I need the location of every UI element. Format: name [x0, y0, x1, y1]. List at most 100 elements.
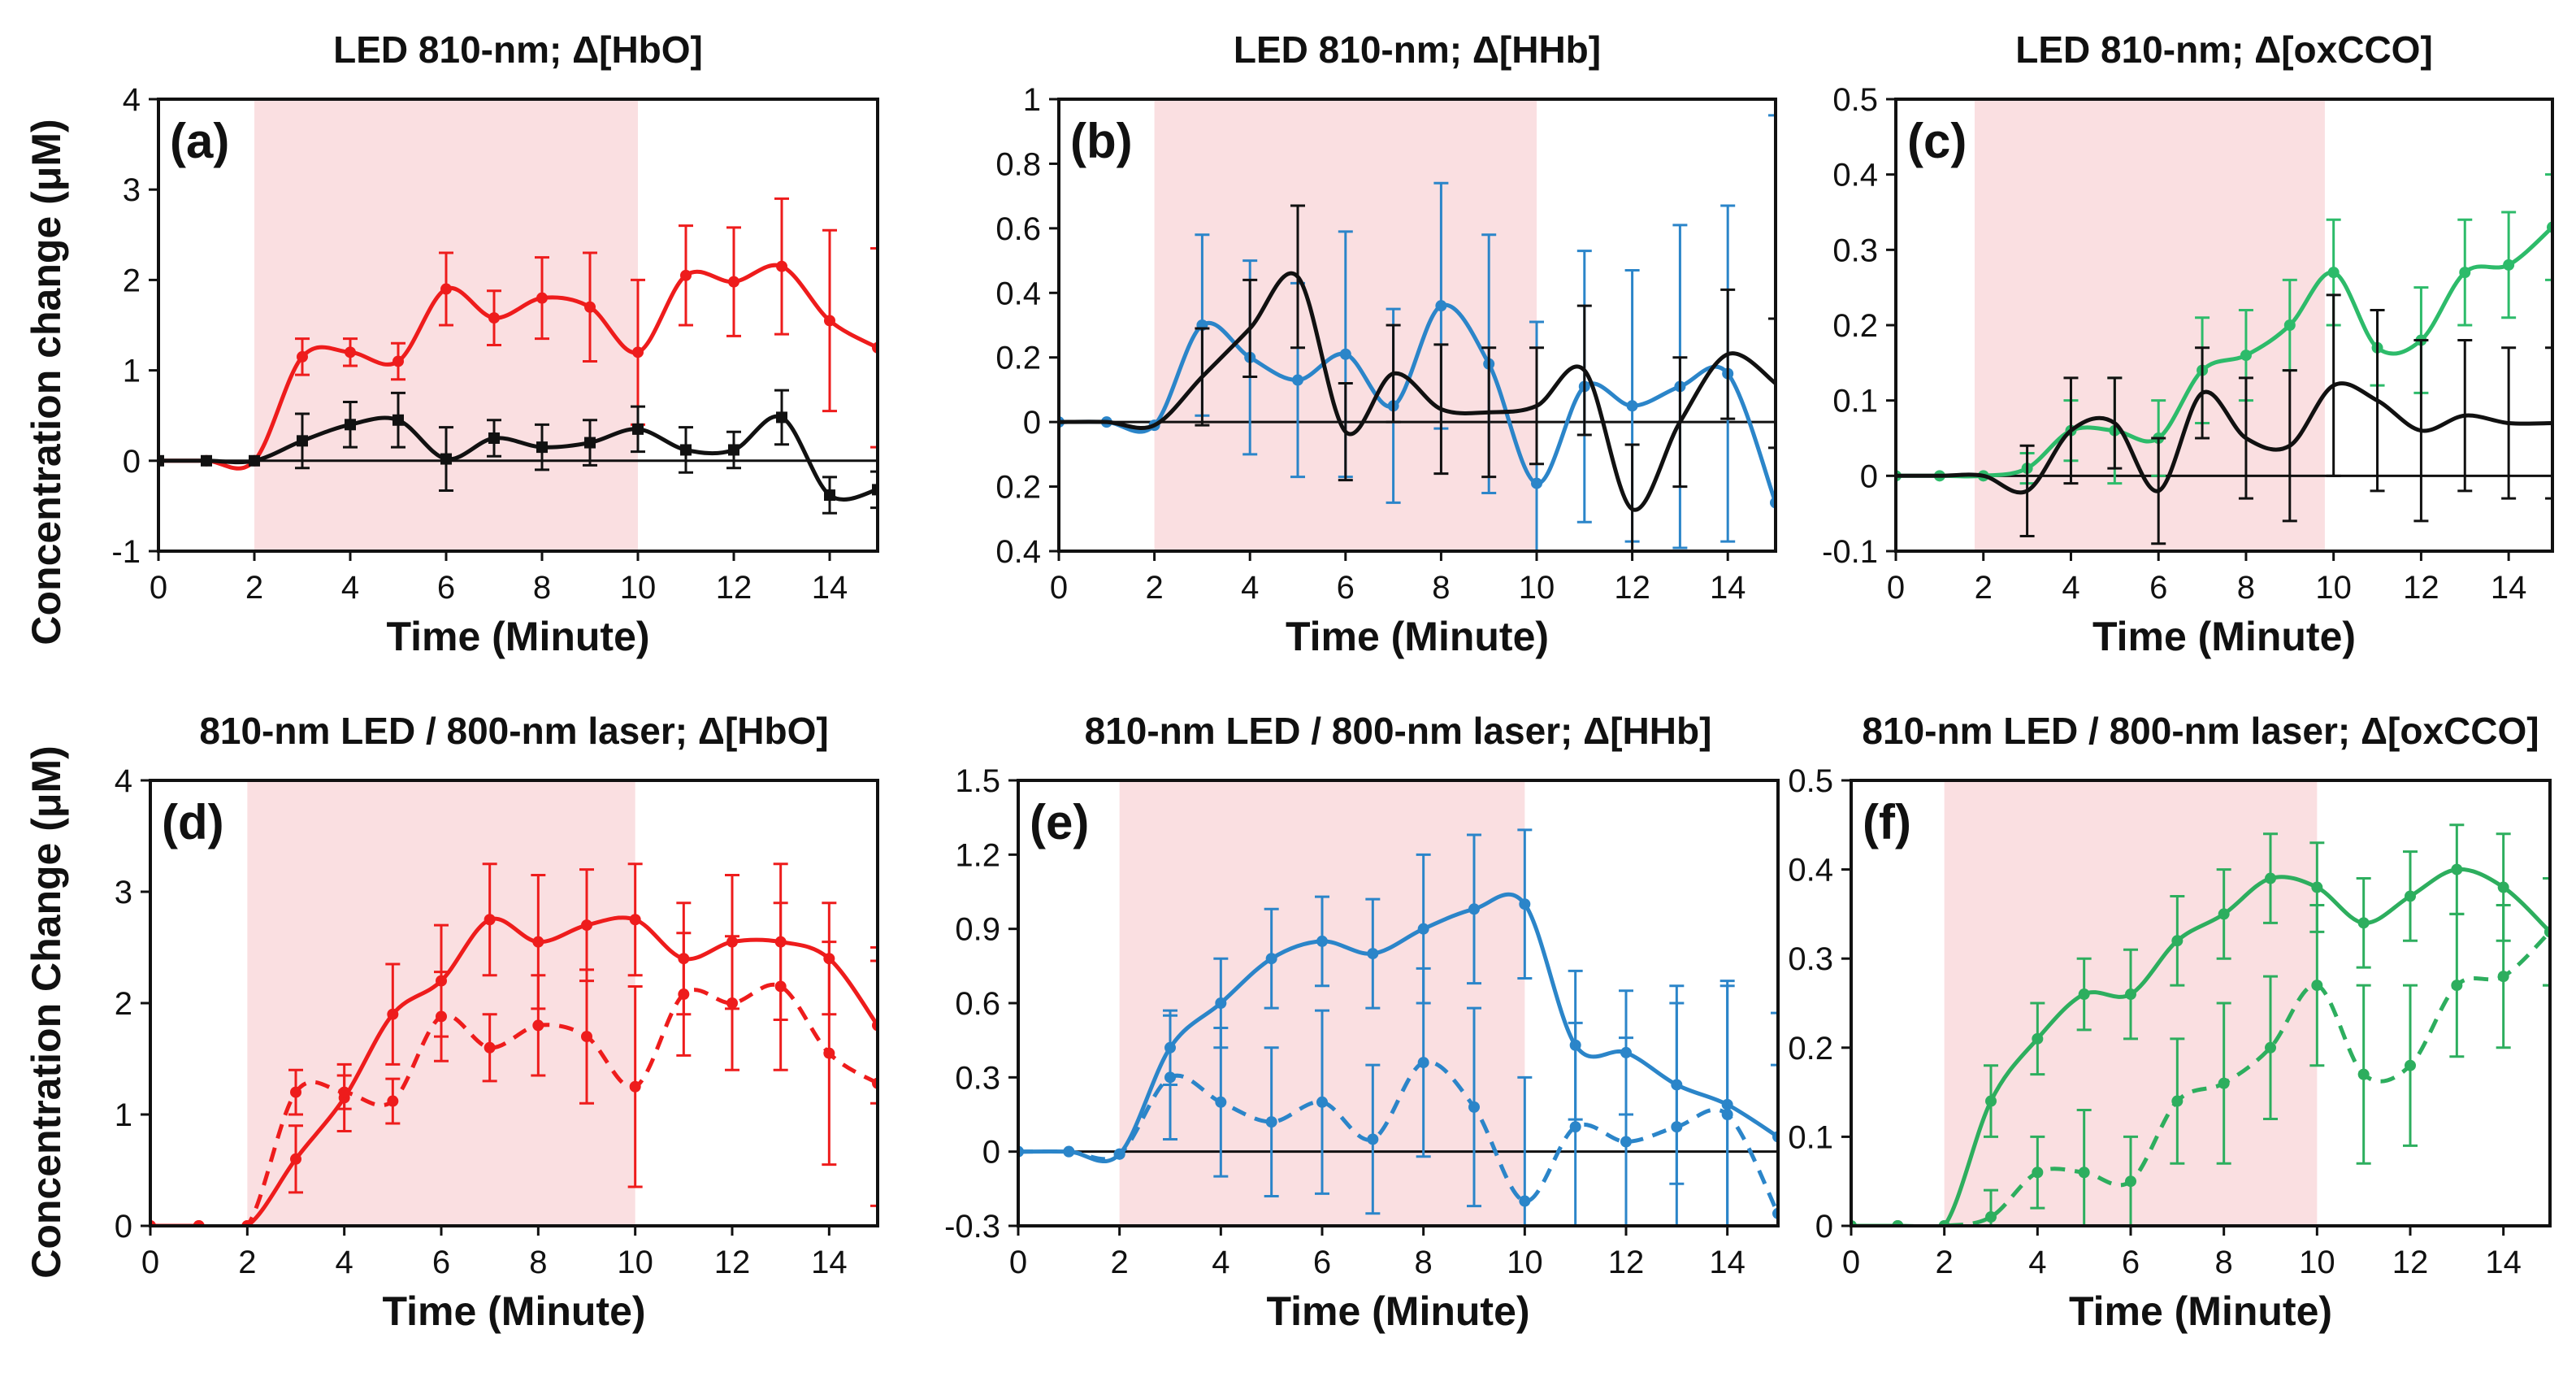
- x-tick-label: 6: [1313, 1245, 1331, 1280]
- x-tick-label: 4: [341, 570, 359, 606]
- data-point: [2357, 917, 2370, 929]
- y-tick-label: 1: [123, 354, 141, 389]
- series-e-1: [1018, 967, 1778, 1226]
- x-axis-title-d: Time (Minute): [382, 1288, 645, 1334]
- y-tick-label: 0.9: [955, 912, 1000, 948]
- chart-panel-e: 0 2 4 6 8 10 12 14 -0.3 0 0.3 0.6 0.9 1.2 1.5 810-nm LE…: [944, 710, 1780, 1334]
- series-line-e-1: [1018, 1059, 1778, 1214]
- data-point: [824, 315, 835, 327]
- data-point: [1468, 1101, 1480, 1113]
- series-c-1: [1896, 293, 2552, 545]
- x-tick-label: 8: [529, 1245, 547, 1280]
- data-point: [2497, 971, 2509, 983]
- data-point: [2032, 1032, 2044, 1045]
- data-point: [1519, 1195, 1531, 1207]
- data-point: [1626, 400, 1638, 412]
- chart-title-e: 810-nm LED / 800-nm laser; Δ[HHb]: [1085, 710, 1712, 752]
- x-tick-label: 12: [2392, 1245, 2429, 1280]
- data-point: [1063, 1145, 1075, 1158]
- data-point: [1985, 1095, 1997, 1107]
- x-tick-label: 10: [1519, 570, 1555, 606]
- series-line-a-1: [158, 414, 878, 502]
- data-point: [387, 1008, 399, 1020]
- y-tick-label: 0: [123, 444, 141, 480]
- data-point: [776, 411, 787, 424]
- y-tick-label: 3: [115, 875, 132, 910]
- x-tick-label: 12: [2403, 570, 2439, 606]
- y-tick-label: 1.2: [955, 837, 1000, 873]
- data-point: [680, 444, 692, 456]
- data-point: [345, 419, 356, 431]
- data-point: [2171, 1095, 2184, 1107]
- data-point: [484, 1041, 496, 1054]
- data-point: [297, 350, 308, 363]
- y-tick-label: 0.2: [995, 341, 1041, 376]
- x-tick-label: 10: [620, 570, 657, 606]
- y-tick-label: 0.5: [1788, 763, 1833, 799]
- y-tick-label: -0.3: [944, 1209, 1000, 1245]
- plot-frame-f: [1850, 779, 2552, 1227]
- x-tick-label: 8: [533, 570, 551, 606]
- x-tick-label: 6: [1337, 570, 1355, 606]
- y-tick-label: 0.6: [995, 211, 1041, 247]
- y-tick-label: 0: [115, 1209, 132, 1245]
- y-tick-label: 0.4: [1788, 853, 1833, 889]
- y-tick-label: 0.6: [955, 986, 1000, 1022]
- data-point: [1985, 1211, 1997, 1223]
- y-tick-label: 0.4: [995, 534, 1041, 570]
- data-point: [2405, 1059, 2416, 1071]
- data-point: [290, 1153, 301, 1165]
- panel-label-f: (f): [1863, 795, 1911, 849]
- panel-label-c: (c): [1907, 114, 1967, 168]
- x-tick-label: 14: [1709, 1245, 1746, 1280]
- data-point: [824, 489, 835, 502]
- data-point: [532, 936, 544, 948]
- x-tick-label: 6: [437, 570, 455, 606]
- data-point: [1417, 1057, 1429, 1069]
- y-tick-label: 0.1: [1832, 384, 1878, 419]
- series-line-c-1: [1896, 381, 2552, 495]
- data-point: [2503, 259, 2515, 271]
- x-tick-label: 4: [2028, 1245, 2046, 1280]
- data-point: [678, 988, 690, 1001]
- y-tick-label: 4: [123, 82, 141, 118]
- x-tick-label: 6: [2149, 570, 2167, 606]
- x-tick-label: 0: [150, 570, 167, 606]
- x-tick-label: 12: [714, 1245, 751, 1280]
- x-tick-label: 4: [1241, 570, 1259, 606]
- data-point: [584, 301, 596, 313]
- y-tick-label: 2: [123, 263, 141, 298]
- data-point: [532, 1019, 544, 1032]
- data-point: [536, 292, 548, 304]
- data-point: [1215, 997, 1227, 1009]
- x-tick-label: 4: [336, 1245, 353, 1280]
- x-tick-label: 10: [2315, 570, 2352, 606]
- data-point: [345, 346, 356, 358]
- data-point: [2327, 267, 2340, 279]
- data-point: [2171, 935, 2184, 947]
- data-point: [1531, 477, 1542, 489]
- data-point: [2078, 988, 2090, 1001]
- data-point: [2405, 890, 2416, 902]
- x-tick-label: 0: [1050, 570, 1068, 606]
- data-point: [1292, 374, 1303, 386]
- data-point: [1519, 898, 1531, 910]
- data-point: [1721, 1109, 1733, 1120]
- series-line-a-0: [158, 263, 878, 471]
- data-point: [440, 283, 452, 295]
- y-tick-label: 3: [123, 172, 141, 208]
- data-point: [2265, 1041, 2276, 1054]
- y-tick-label: 0: [1023, 405, 1041, 441]
- data-point: [2125, 988, 2136, 1001]
- x-axis-title-f: Time (Minute): [2069, 1288, 2332, 1334]
- chart-title-b: LED 810-nm; Δ[HHb]: [1234, 28, 1601, 71]
- x-tick-label: 2: [1145, 570, 1163, 606]
- data-point: [776, 260, 787, 272]
- x-tick-label: 8: [2215, 1245, 2233, 1280]
- data-point: [2451, 863, 2463, 875]
- y-axis-label-top: Concentration change (μM): [24, 119, 69, 645]
- chart-panel-b: 0 2 4 6 8 10 12 14 0.4 0.2 0 0.2 0.4 0.6 0.8 1 LED 810-n…: [995, 28, 1777, 659]
